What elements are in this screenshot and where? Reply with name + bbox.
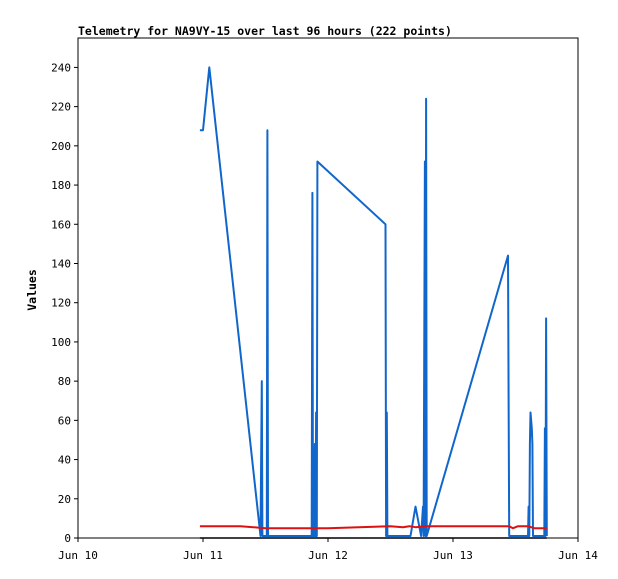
y-tick-label: 0 — [64, 532, 71, 545]
series-line-1 — [199, 66, 548, 537]
x-tick-label: Jun 14 — [558, 549, 598, 562]
y-tick-label: 200 — [51, 140, 71, 153]
x-tick-label: Jun 12 — [308, 549, 348, 562]
y-tick-label: 60 — [58, 414, 71, 427]
x-tick-label: Jun 10 — [58, 549, 98, 562]
x-tick-label: Jun 13 — [433, 549, 473, 562]
y-tick-label: 180 — [51, 179, 71, 192]
y-tick-label: 140 — [51, 257, 71, 270]
plot-frame — [77, 37, 579, 539]
y-tick-label: 100 — [51, 336, 71, 349]
y-tick-label: 220 — [51, 101, 71, 114]
y-tick-label: 80 — [58, 375, 71, 388]
chart-title: Telemetry for NA9VY-15 over last 96 hour… — [78, 24, 452, 38]
y-axis-label: Values — [25, 269, 39, 311]
y-axis: 0 20 40 60 80 100 120 140 160 180 200 220 240 — [51, 61, 78, 545]
series-line-2 — [199, 525, 547, 530]
y-tick-label: 160 — [51, 218, 71, 231]
y-tick-label: 20 — [58, 493, 71, 506]
series-group — [199, 66, 548, 539]
y-tick-label: 240 — [51, 61, 71, 74]
y-tick-label: 120 — [51, 297, 71, 310]
x-tick-label: Jun 11 — [183, 549, 223, 562]
x-axis: Jun 10 Jun 11 Jun 12 Jun 13 Jun 14 — [58, 538, 598, 562]
y-tick-label: 40 — [58, 454, 71, 467]
